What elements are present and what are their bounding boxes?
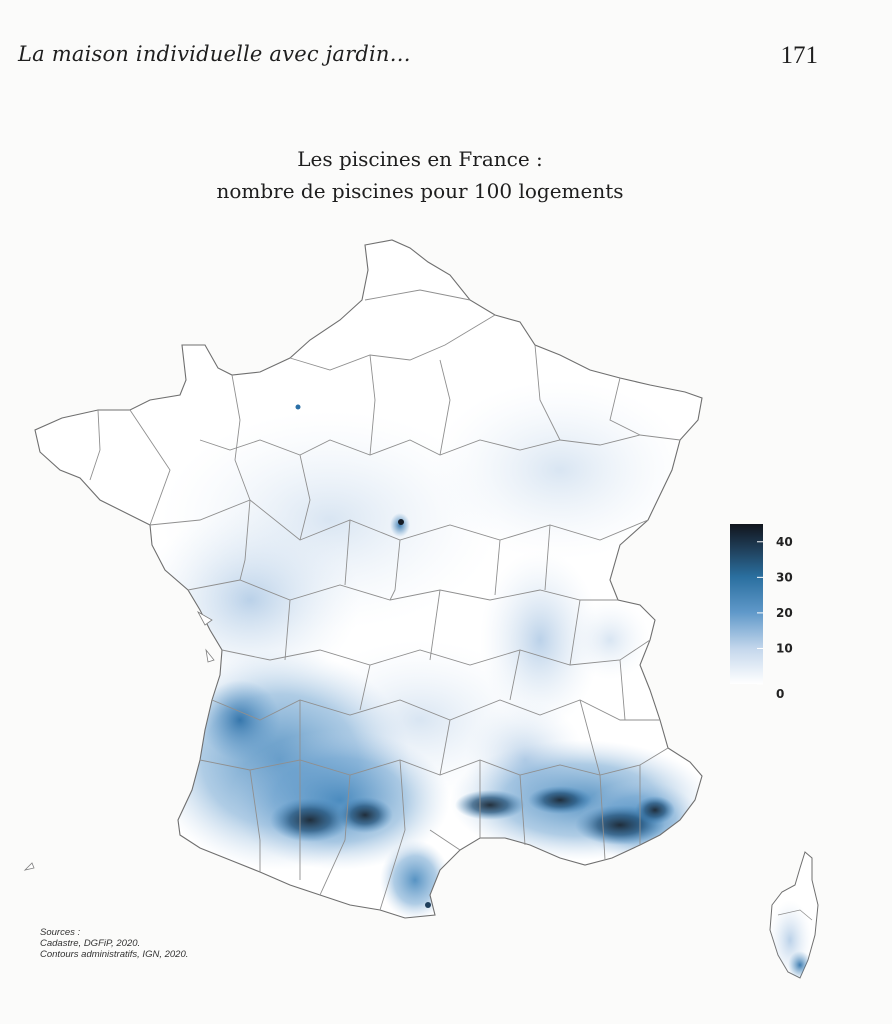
corsica: [769, 851, 819, 979]
pool-density-layer: [140, 380, 702, 918]
running-title: La maison individuelle avec jardin…: [18, 42, 411, 66]
page-header: La maison individuelle avec jardin… 171: [18, 42, 818, 78]
legend-tick-label: 10: [776, 641, 793, 655]
legend-color-bar: [730, 524, 763, 684]
department-borders: [34, 239, 703, 919]
color-legend: 40 30 20 10 0: [730, 524, 793, 701]
legend-tick-label: 20: [776, 606, 793, 620]
map-title-line-2: nombre de piscines pour 100 logements: [216, 179, 624, 203]
page-number: 171: [780, 42, 819, 69]
legend-tick-label: 40: [776, 535, 793, 549]
atlantic-islands: [23, 610, 215, 871]
legend-tick-label: 0: [776, 687, 784, 701]
map-title-line-1: Les piscines en France :: [297, 147, 543, 171]
map-title: Les piscines en France : nombre de pisci…: [120, 143, 720, 207]
legend-tick-label: 30: [776, 570, 793, 584]
sources-label: Sources :: [40, 927, 81, 938]
sources-note: Sources : Cadastre, DGFiP, 2020. Contour…: [40, 927, 188, 960]
sources-contours: Contours administratifs, IGN, 2020.: [40, 949, 189, 960]
sources-cadastre: Cadastre, DGFiP, 2020.: [40, 938, 141, 949]
